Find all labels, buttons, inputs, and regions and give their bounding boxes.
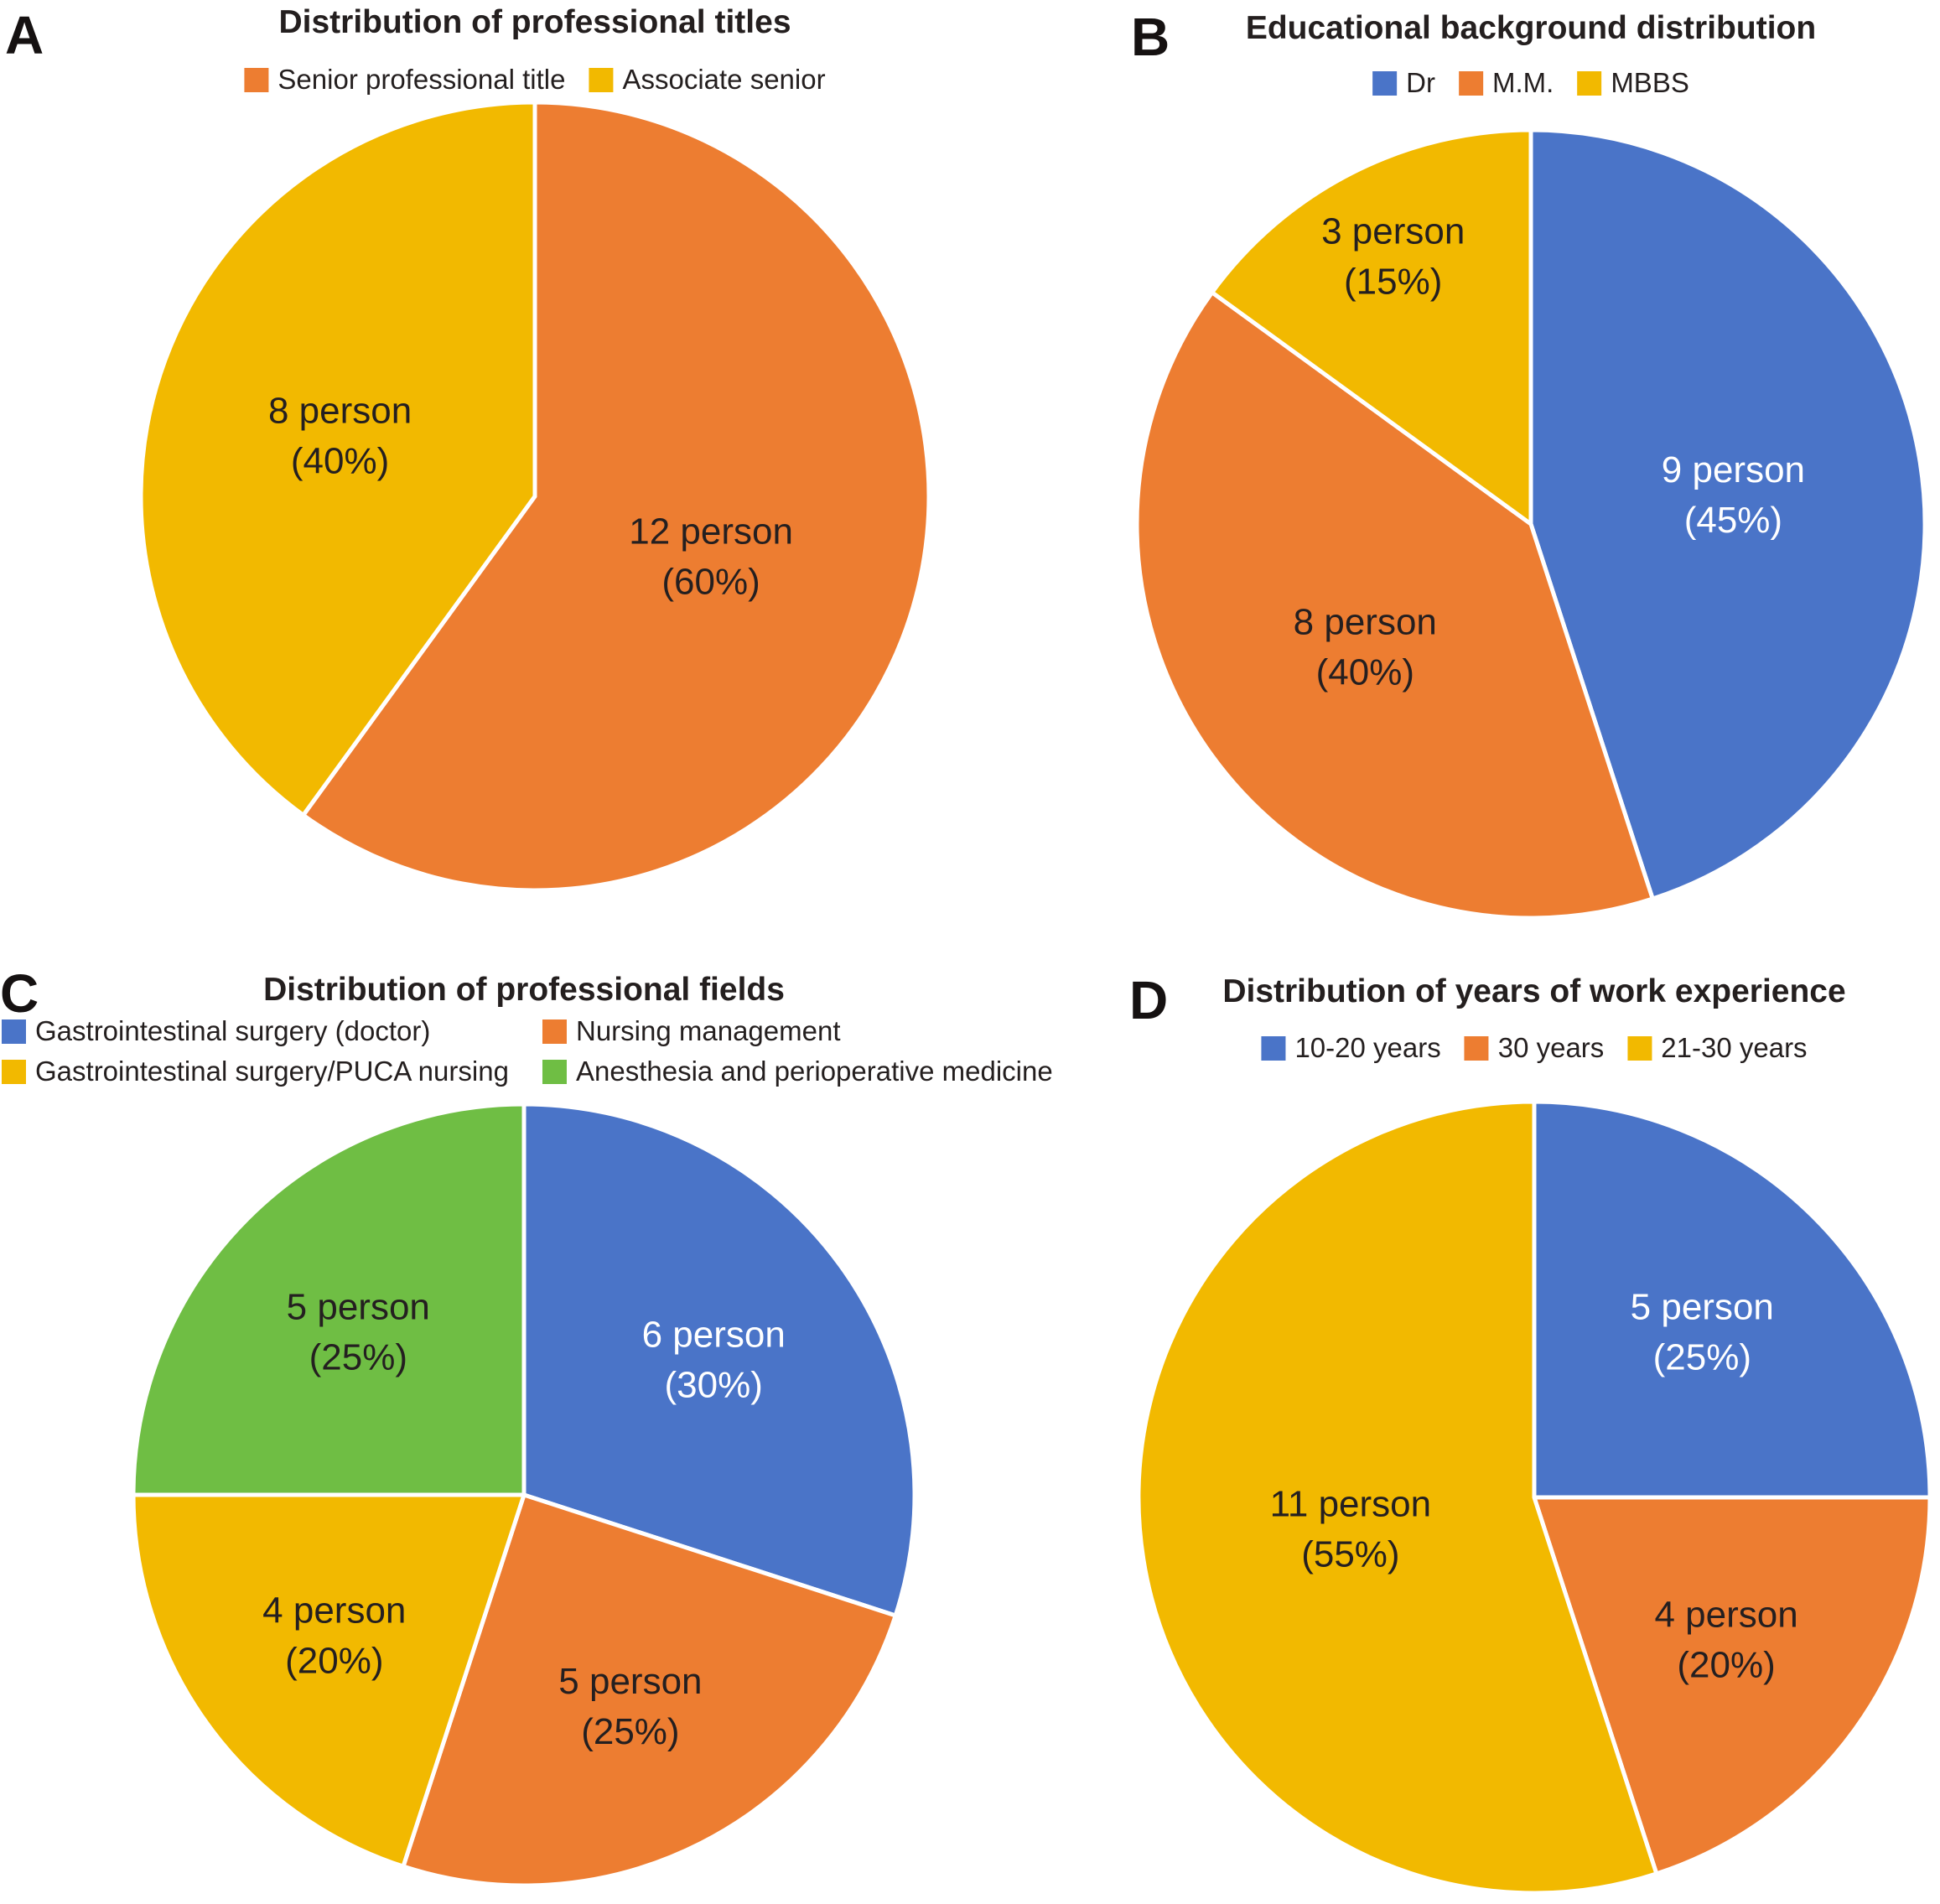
- legend-label: MBBS: [1611, 67, 1689, 98]
- slice-count-label: 5 person: [1631, 1287, 1774, 1328]
- legend-item: 10-20 years: [1261, 1032, 1441, 1064]
- legend-label: Anesthesia and perioperative medicine: [576, 1056, 1053, 1087]
- chart-legend-a: Senior professional title Associate senio…: [244, 64, 826, 96]
- legend-swatch-green: [542, 1059, 567, 1084]
- panel-b: B Educational background distribution Dr…: [970, 0, 1940, 952]
- pie-slice-yellow: [1210, 127, 1533, 527]
- legend-item: Associate senior: [589, 64, 826, 96]
- slice-count-label: 9 person: [1662, 449, 1805, 490]
- pie-slice-yellow: [1136, 1099, 1659, 1896]
- slice-count-label: 4 person: [262, 1590, 406, 1631]
- pie-slice-orange: [1134, 290, 1655, 921]
- panel-c: C Distribution of professional fields Ga…: [0, 952, 1053, 1903]
- slice-count-label: 12 person: [629, 511, 793, 552]
- pie-slice-blue: [1528, 127, 1927, 901]
- pie-slice-green: [131, 1102, 526, 1497]
- legend-label: Senior professional title: [278, 64, 566, 95]
- slice-count-label: 8 person: [268, 391, 412, 432]
- slice-percent-label: (55%): [1301, 1534, 1399, 1575]
- chart-legend-d: 10-20 years 30 years 21-30 years: [1261, 1032, 1808, 1064]
- pie-slice-orange: [401, 1492, 898, 1888]
- legend-swatch-blue: [1372, 70, 1398, 96]
- panel-letter-a: A: [5, 5, 44, 65]
- panel-letter-c: C: [0, 963, 39, 1024]
- slice-count-label: 11 person: [1270, 1484, 1431, 1525]
- panel-letter-b: B: [1131, 7, 1170, 67]
- pie-chart-d: 5 person (25%) 4 person (20%) 11 person (55%): [1136, 1099, 1932, 1896]
- slice-percent-label: (45%): [1684, 500, 1782, 541]
- chart-legend-c: Gastrointestinal surgery (doctor) Nursing…: [2, 1015, 1053, 1087]
- slice-percent-label: (25%): [581, 1711, 679, 1752]
- pie-slice-yellow: [131, 1492, 526, 1869]
- slice-count-label: 3 person: [1321, 211, 1465, 252]
- legend-item: Gastrointestinal surgery/PUCA nursing: [2, 1056, 542, 1087]
- legend-label: Gastrointestinal surgery/PUCA nursing: [35, 1056, 509, 1087]
- slice-percent-label: (25%): [1653, 1337, 1751, 1378]
- slice-percent-label: (25%): [309, 1336, 407, 1377]
- pie-slice-orange: [1532, 1495, 1932, 1876]
- pie-slice-blue: [521, 1102, 917, 1618]
- pie-chart-a: 12 person (60%) 8 person (40%): [138, 100, 931, 893]
- slice-percent-label: (30%): [665, 1365, 763, 1406]
- legend-swatch-yellow: [589, 67, 614, 92]
- chart-title-c: Distribution of professional fields: [263, 972, 785, 1008]
- slice-count-label: 4 person: [1654, 1595, 1797, 1636]
- panel-a: A Distribution of professional titles Se…: [0, 0, 970, 952]
- pie-slice-yellow: [138, 100, 537, 817]
- slice-count-label: 8 person: [1294, 602, 1437, 643]
- legend-item: 30 years: [1464, 1032, 1605, 1064]
- slice-percent-label: (15%): [1344, 262, 1442, 303]
- legend-label: Associate senior: [622, 64, 826, 95]
- legend-item: MBBS: [1577, 67, 1689, 99]
- legend-item: Gastrointestinal surgery (doctor): [2, 1015, 542, 1047]
- legend-label: 10-20 years: [1294, 1032, 1441, 1063]
- panel-letter-d: D: [1129, 970, 1169, 1030]
- legend-swatch-orange: [1458, 70, 1483, 96]
- legend-swatch-orange: [542, 1019, 567, 1044]
- legend-item: Nursing management: [542, 1015, 1053, 1047]
- slice-percent-label: (20%): [1677, 1645, 1775, 1686]
- legend-swatch-yellow: [1577, 70, 1602, 96]
- slice-percent-label: (40%): [291, 441, 389, 482]
- legend-item: 21-30 years: [1627, 1032, 1808, 1064]
- pie-slice-blue: [1532, 1099, 1932, 1500]
- legend-item: Dr: [1372, 67, 1435, 99]
- pie-chart-b: 9 person (45%) 8 person (40%) 3 person (15%): [1134, 127, 1927, 921]
- legend-label: 21-30 years: [1661, 1032, 1808, 1063]
- pie-chart-c: 6 person (30%) 5 person (25%) 4 person (20%) 5…: [131, 1102, 917, 1888]
- legend-label: M.M.: [1491, 67, 1554, 98]
- legend-label: Dr: [1406, 67, 1435, 98]
- legend-label: Gastrointestinal surgery (doctor): [35, 1015, 431, 1046]
- slice-count-label: 5 person: [558, 1661, 702, 1702]
- slice-count-label: 5 person: [287, 1286, 430, 1327]
- legend-swatch-blue: [1261, 1035, 1286, 1061]
- chart-legend-b: Dr M.M. MBBS: [1372, 67, 1689, 99]
- legend-swatch-blue: [2, 1019, 26, 1044]
- chart-title-b: Educational background distribution: [1245, 10, 1817, 46]
- legend-item: Senior professional title: [244, 64, 565, 96]
- slice-percent-label: (60%): [661, 561, 760, 602]
- legend-item: Anesthesia and perioperative medicine: [542, 1056, 1053, 1087]
- panel-d: D Distribution of years of work experien…: [970, 952, 1940, 1903]
- legend-item: M.M.: [1458, 67, 1554, 99]
- legend-swatch-yellow: [2, 1059, 26, 1084]
- legend-swatch-orange: [244, 67, 269, 92]
- chart-title-a: Distribution of professional titles: [278, 4, 791, 40]
- slice-percent-label: (40%): [1316, 652, 1414, 693]
- chart-title-d: Distribution of years of work experience: [1222, 973, 1846, 1009]
- legend-label: Nursing management: [576, 1015, 841, 1046]
- legend-label: 30 years: [1497, 1032, 1605, 1063]
- pie-slice-orange: [301, 100, 931, 893]
- legend-swatch-orange: [1464, 1035, 1489, 1061]
- legend-swatch-yellow: [1627, 1035, 1652, 1061]
- slice-count-label: 6 person: [642, 1315, 786, 1356]
- slice-percent-label: (20%): [285, 1640, 383, 1681]
